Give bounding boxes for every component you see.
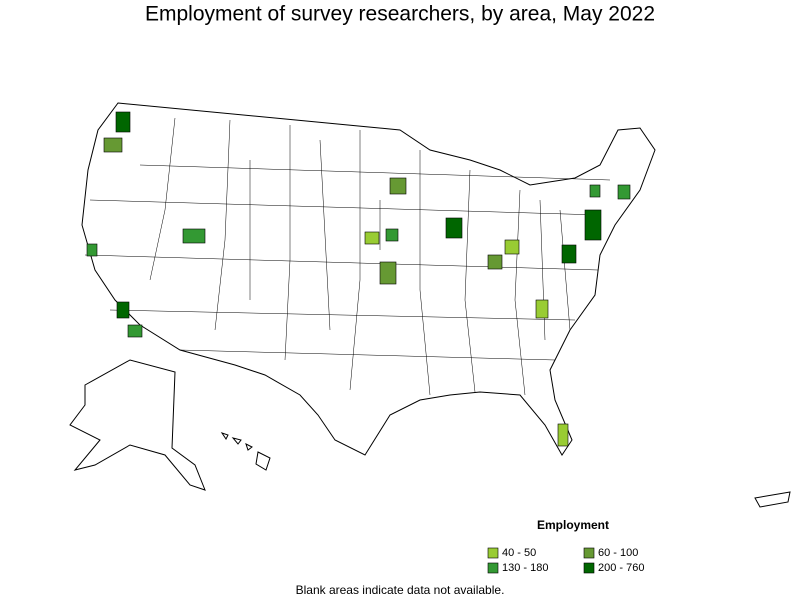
employment-area bbox=[86, 243, 98, 257]
legend-title: Employment bbox=[537, 518, 609, 532]
employment-area bbox=[182, 228, 206, 244]
hawaii-islands bbox=[220, 432, 271, 471]
employment-area bbox=[504, 239, 520, 255]
employment-area bbox=[389, 177, 407, 195]
puerto-rico-outline bbox=[754, 491, 791, 508]
legend-swatch bbox=[583, 562, 595, 574]
employment-area bbox=[557, 423, 569, 447]
employment-area bbox=[379, 261, 397, 285]
footnote: Blank areas indicate data not available. bbox=[296, 583, 505, 597]
alaska-outline bbox=[69, 359, 206, 491]
employment-area bbox=[127, 324, 143, 338]
contiguous-us bbox=[81, 102, 656, 456]
map-title: Employment of survey researchers, by are… bbox=[145, 3, 655, 26]
employment-area bbox=[584, 209, 602, 241]
legend-label: 130 - 180 bbox=[502, 562, 548, 574]
area-borders bbox=[84, 117, 611, 396]
employment-area bbox=[589, 184, 601, 198]
employment-area bbox=[561, 244, 577, 264]
employment-area bbox=[364, 231, 380, 245]
legend-label: 40 - 50 bbox=[502, 547, 536, 559]
employment-area bbox=[617, 184, 631, 200]
employment-area bbox=[535, 299, 549, 319]
legend-swatch bbox=[487, 562, 499, 574]
employment-areas bbox=[86, 111, 631, 447]
hawaii bbox=[220, 432, 271, 471]
legend-label: 200 - 760 bbox=[598, 562, 644, 574]
employment-area bbox=[103, 137, 123, 153]
legend-swatch bbox=[583, 547, 595, 559]
alaska bbox=[69, 359, 206, 491]
employment-area bbox=[115, 111, 131, 133]
employment-area bbox=[116, 301, 130, 319]
legend-swatch bbox=[487, 547, 499, 559]
employment-area bbox=[487, 254, 503, 270]
puerto-rico bbox=[754, 491, 791, 508]
legend: 40 - 50 60 - 100 130 - 180 200 - 760 bbox=[487, 547, 644, 574]
employment-area bbox=[445, 217, 463, 239]
employment-area bbox=[385, 228, 399, 242]
us-outline bbox=[81, 102, 656, 456]
legend-label: 60 - 100 bbox=[598, 547, 638, 559]
